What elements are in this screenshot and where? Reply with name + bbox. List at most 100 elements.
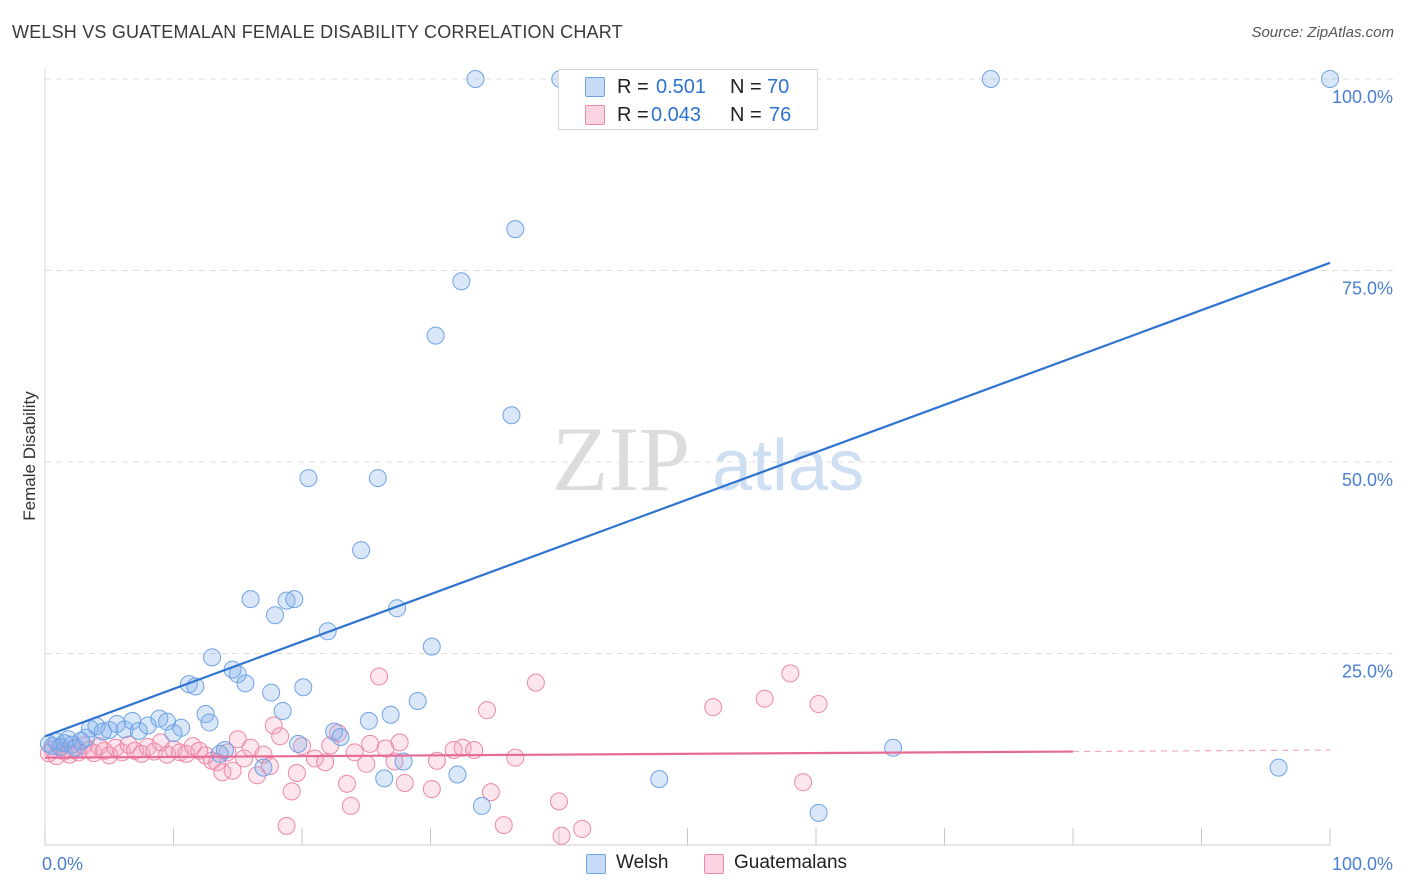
guatemalan-point bbox=[481, 783, 500, 802]
tick-labels: 100.0% 75.0% 50.0% 25.0% 0.0% 100.0% bbox=[42, 87, 1393, 874]
guatemalan-point bbox=[422, 780, 441, 799]
guatemalan-point bbox=[228, 730, 247, 749]
welsh-point bbox=[172, 718, 191, 737]
guatemalan-point bbox=[755, 689, 774, 708]
axes bbox=[44, 68, 1331, 846]
welsh-point bbox=[368, 469, 387, 488]
welsh-point bbox=[506, 220, 525, 239]
welsh-point bbox=[331, 727, 350, 746]
legend-label: Guatemalans bbox=[734, 852, 848, 873]
welsh-point bbox=[1321, 70, 1339, 88]
n-value: 70 bbox=[767, 76, 790, 98]
welsh-point bbox=[77, 728, 96, 747]
guatemalan-point bbox=[305, 749, 324, 768]
source-note: Source: ZipAtlas.com bbox=[1251, 24, 1394, 41]
welsh-point bbox=[359, 711, 378, 730]
guatemalan-point bbox=[390, 733, 409, 752]
guatemalan-point bbox=[190, 741, 209, 760]
welsh-point bbox=[394, 752, 413, 771]
guatemalan-point bbox=[287, 763, 306, 782]
welsh-point bbox=[381, 705, 400, 724]
guatemalan-point bbox=[395, 773, 414, 792]
guatemalan-trend-extension bbox=[1072, 749, 1331, 753]
stats-legend: R = 0.501 N = 70 R = 0.043 N = 76 bbox=[558, 69, 818, 130]
welsh-point bbox=[215, 741, 234, 760]
welsh-swatch bbox=[585, 77, 605, 97]
welsh-point bbox=[422, 637, 441, 656]
guatemalan-point bbox=[794, 773, 813, 792]
welsh-point bbox=[277, 591, 296, 610]
chart-title: WELSH VS GUATEMALAN FEMALE DISABILITY CO… bbox=[12, 22, 623, 42]
trend-lines bbox=[44, 261, 1331, 759]
welsh-point bbox=[650, 770, 669, 789]
y-tick-label: 75.0% bbox=[1342, 279, 1393, 299]
welsh-point bbox=[196, 705, 215, 724]
welsh-point bbox=[203, 648, 222, 667]
guatemalan-point bbox=[704, 698, 723, 717]
welsh-point bbox=[241, 590, 260, 609]
guatemalan-point bbox=[260, 757, 279, 776]
welsh-point bbox=[236, 674, 255, 693]
grid-lines bbox=[45, 78, 1395, 654]
guatemalan-point bbox=[277, 816, 296, 835]
r-value: 0.043 bbox=[651, 104, 702, 126]
guatemalan-point bbox=[781, 664, 800, 683]
guatemalan-point bbox=[526, 673, 545, 692]
legend-row-welsh: R = 0.501 N = 70 bbox=[559, 73, 817, 101]
welsh-point bbox=[466, 70, 485, 88]
welsh-trend-line bbox=[44, 261, 1331, 738]
guatemalan-point bbox=[361, 734, 380, 753]
guatemalan-point bbox=[282, 782, 301, 801]
welsh-point bbox=[266, 606, 285, 625]
welsh-point bbox=[809, 803, 828, 822]
watermark: ZIP atlas bbox=[552, 408, 864, 510]
n-label: N = bbox=[730, 104, 762, 126]
guatemalan-point bbox=[341, 796, 360, 815]
welsh-point bbox=[502, 406, 521, 425]
x-tick-label: 0.0% bbox=[42, 854, 83, 874]
welsh-point bbox=[262, 683, 281, 702]
guatemalan-point bbox=[370, 667, 389, 686]
welsh-point bbox=[129, 721, 148, 740]
guatemalan-point bbox=[264, 716, 283, 735]
welsh-point bbox=[426, 326, 445, 345]
welsh-point bbox=[200, 713, 219, 732]
guatemalan-point bbox=[316, 753, 335, 772]
guatemalan-trend-line bbox=[44, 750, 1074, 759]
welsh-point bbox=[93, 722, 112, 741]
welsh-point bbox=[273, 701, 292, 720]
welsh-point bbox=[375, 769, 394, 788]
guatemalan-point bbox=[478, 701, 497, 720]
welsh-point bbox=[299, 469, 318, 488]
guatemalan-point bbox=[506, 748, 525, 767]
guatemalan-point bbox=[254, 745, 273, 764]
guatemalan-point bbox=[494, 816, 513, 835]
welsh-points bbox=[39, 70, 1339, 822]
y-tick-label: 100.0% bbox=[1332, 87, 1393, 107]
welsh-point bbox=[294, 678, 313, 697]
legend-row-guatemalan: R = 0.043 N = 76 bbox=[559, 101, 817, 129]
welsh-point bbox=[452, 272, 471, 291]
guatemalan-point bbox=[248, 766, 267, 785]
guatemalan-point bbox=[271, 727, 290, 746]
watermark-zip: ZIP bbox=[552, 408, 690, 510]
guatemalan-point bbox=[809, 695, 828, 714]
welsh-point bbox=[448, 765, 467, 784]
welsh-point bbox=[138, 716, 157, 735]
guatemalan-swatch bbox=[704, 854, 724, 874]
legend-label: Welsh bbox=[616, 852, 669, 873]
watermark-atlas: atlas bbox=[712, 426, 864, 506]
welsh-point bbox=[981, 70, 1000, 88]
guatemalan-point bbox=[550, 792, 568, 811]
r-label: R = bbox=[617, 104, 649, 126]
x-tick-label: 100.0% bbox=[1332, 854, 1393, 874]
n-value: 76 bbox=[769, 104, 792, 126]
welsh-swatch bbox=[586, 854, 606, 874]
guatemalan-point bbox=[235, 749, 254, 768]
welsh-point bbox=[1269, 758, 1288, 777]
welsh-point bbox=[289, 734, 308, 753]
r-label: R = bbox=[617, 76, 649, 98]
guatemalan-point bbox=[223, 761, 242, 780]
n-label: N = bbox=[730, 76, 762, 98]
